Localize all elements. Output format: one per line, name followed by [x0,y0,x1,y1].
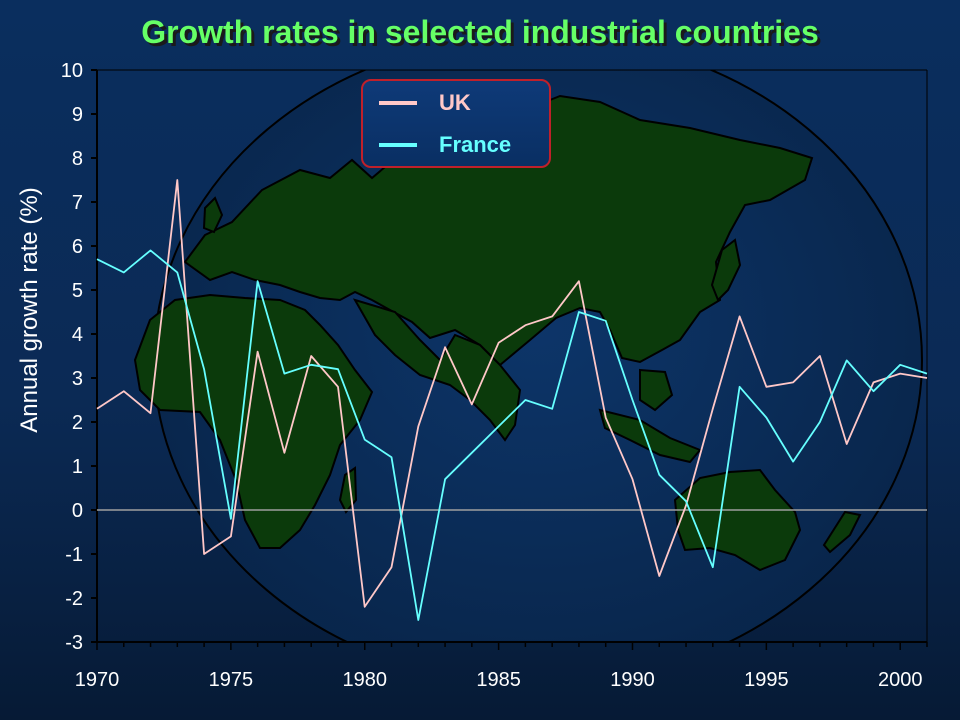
y-axis-label: Annual growth rate (%) [16,187,43,433]
series-layer [96,179,928,621]
legend-swatch-france [379,143,417,147]
legend-swatch-uk [379,101,417,105]
series-line-france [96,249,928,621]
y-tick-label: 10 [61,60,83,82]
legend-item-uk: UK [379,90,471,115]
y-tick-label: 1 [72,456,83,478]
x-tick-label: 2000 [878,669,923,691]
y-axis-ticks: -3 -2 -1 0 1 2 3 4 5 6 7 8 9 10 [61,60,97,654]
legend: UK France [361,79,551,168]
x-tick-label: 1970 [75,669,120,691]
island-borneo [639,368,674,412]
y-tick-label: 7 [72,192,83,214]
islands-indonesia [598,408,702,464]
island-new-zealand [822,510,862,554]
y-tick-label: 5 [72,280,83,302]
x-tick-label: 1990 [610,669,655,691]
legend-label-uk: UK [439,90,471,115]
y-tick-label: 9 [72,104,83,126]
y-tick-label: -1 [65,544,83,566]
y-tick-label: 2 [72,412,83,434]
y-tick-label: -3 [65,632,83,654]
x-tick-label: 1995 [744,669,789,691]
series-line-uk [96,179,928,608]
y-tick-label: 3 [72,368,83,390]
y-tick-label: 6 [72,236,83,258]
chart-title: Growth rates in selected industrial coun… [141,14,819,50]
continent-australia [673,468,802,572]
y-tick-label: -2 [65,588,83,610]
legend-item-france: France [379,132,512,157]
x-axis-ticks: 1970 1975 1980 1985 1990 1995 2000 [75,642,928,691]
legend-label-france: France [439,132,512,157]
y-tick-label: 8 [72,148,83,170]
y-tick-label: 4 [72,324,83,346]
y-tick-label: 0 [72,500,83,522]
x-tick-label: 1980 [342,669,387,691]
island-great-britain [202,196,224,234]
x-tick-label: 1985 [476,669,521,691]
islands-japan [710,238,742,302]
x-tick-label: 1975 [209,669,254,691]
